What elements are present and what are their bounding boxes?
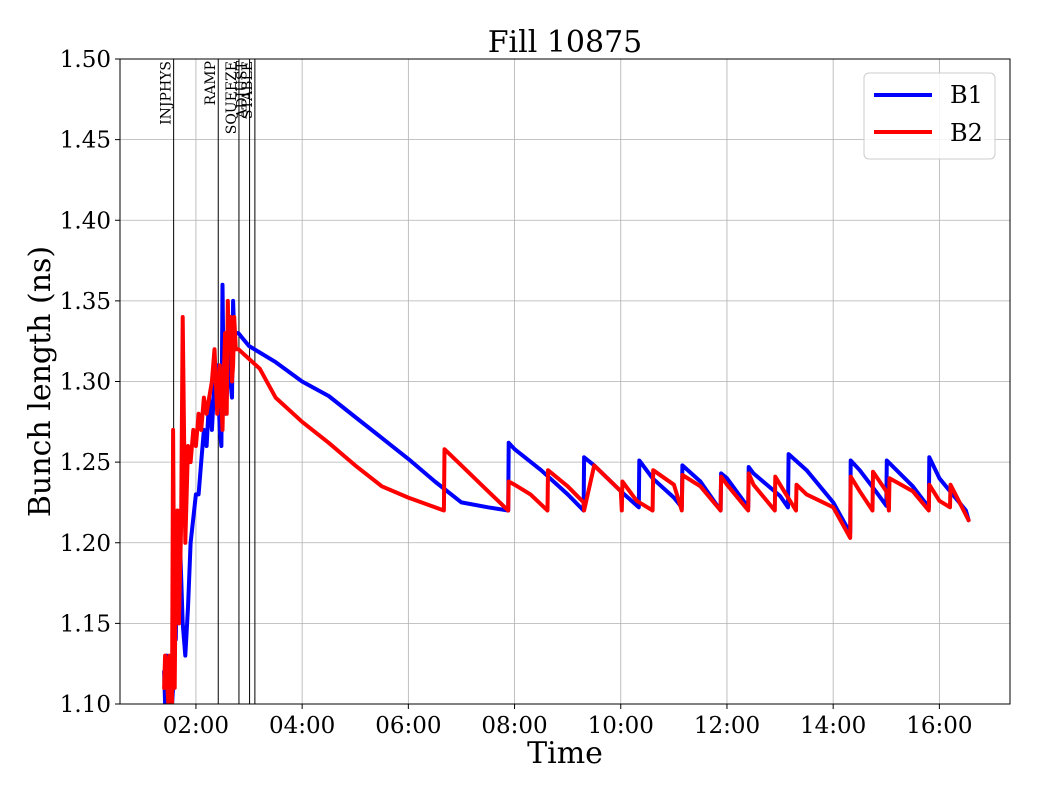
y-tick-label: 1.25 xyxy=(60,450,111,476)
phase-label-stable: STABLE xyxy=(240,61,256,119)
x-tick-label: 14:00 xyxy=(800,713,866,739)
x-tick-label: 08:00 xyxy=(481,713,547,739)
phase-label-squeeze: SQUEEZE xyxy=(224,61,240,134)
x-axis-label: Time xyxy=(527,736,603,771)
y-tick-label: 1.40 xyxy=(60,208,111,234)
x-tick-label: 16:00 xyxy=(906,713,972,739)
plot-frame xyxy=(119,58,1011,705)
series-line-b2 xyxy=(162,298,971,704)
y-tick-label: 1.10 xyxy=(60,692,111,718)
x-tick-label: 04:00 xyxy=(269,713,335,739)
y-tick-label: 1.20 xyxy=(60,531,111,557)
phase-label-injphys: INJPHYS xyxy=(159,61,175,125)
series-lines xyxy=(162,282,971,704)
legend-label-b2: B2 xyxy=(950,119,983,147)
legend-label-b1: B1 xyxy=(950,81,983,109)
chart-title: Fill 10875 xyxy=(488,25,643,60)
axis-ticks: 02:00 04:00 06:00 08:00 10:00 12:00 14:00 16:00… xyxy=(60,47,973,739)
y-tick-label: 1.35 xyxy=(60,289,111,315)
phase-label-adjust: ADJUST xyxy=(235,60,251,119)
x-tick-label: 02:00 xyxy=(163,713,229,739)
phase-label-ramp: RAMP xyxy=(203,61,219,105)
x-tick-label: 12:00 xyxy=(694,713,760,739)
y-axis-label: Bunch length (ns) xyxy=(23,246,58,517)
x-tick-label: 10:00 xyxy=(588,713,654,739)
y-tick-label: 1.45 xyxy=(60,128,111,154)
y-tick-label: 1.50 xyxy=(60,47,111,73)
y-tick-label: 1.15 xyxy=(60,611,111,637)
legend: B1 B2 xyxy=(863,72,996,160)
series-line-b1 xyxy=(162,282,971,704)
y-tick-label: 1.30 xyxy=(60,370,111,396)
x-tick-label: 06:00 xyxy=(375,713,441,739)
